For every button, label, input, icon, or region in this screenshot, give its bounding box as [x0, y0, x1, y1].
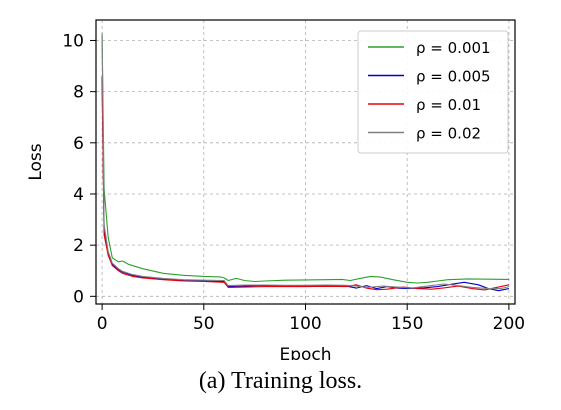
y-tick-label: 6 [73, 134, 84, 154]
legend-label-3: ρ = 0.01 [416, 96, 481, 114]
x-tick-label: 50 [193, 314, 215, 334]
legend-label-1: ρ = 0.001 [416, 39, 491, 57]
training-loss-chart: 0 50 100 150 200 0 2 4 6 8 10 Epoch Loss ρ = 0.001… [26, 19, 525, 360]
y-tick-label: 0 [73, 287, 84, 307]
x-tick-label: 0 [97, 314, 108, 334]
series-line-3 [101, 81, 510, 291]
y-tick-label: 4 [73, 185, 84, 205]
axis-ticks: 0 50 100 150 200 0 2 4 6 8 10 [62, 31, 525, 334]
figure-caption: (a) Training loss. [198, 368, 363, 394]
x-tick-label: 100 [289, 314, 321, 334]
series-line-1 [101, 35, 509, 284]
x-axis-label: Epoch [279, 345, 331, 360]
series-line-4 [101, 32, 510, 290]
y-tick-label: 10 [62, 31, 84, 51]
legend: ρ = 0.001 ρ = 0.005 ρ = 0.01 ρ = 0.02 [357, 30, 509, 154]
legend-label-2: ρ = 0.005 [416, 68, 491, 86]
y-tick-label: 8 [73, 83, 84, 103]
legend-label-4: ρ = 0.02 [416, 125, 481, 143]
y-tick-label: 2 [73, 236, 84, 256]
legend-box [357, 30, 509, 154]
x-tick-label: 150 [391, 314, 423, 334]
series-lines [101, 32, 510, 292]
x-tick-label: 200 [493, 314, 525, 334]
y-axis-label: Loss [26, 143, 46, 180]
